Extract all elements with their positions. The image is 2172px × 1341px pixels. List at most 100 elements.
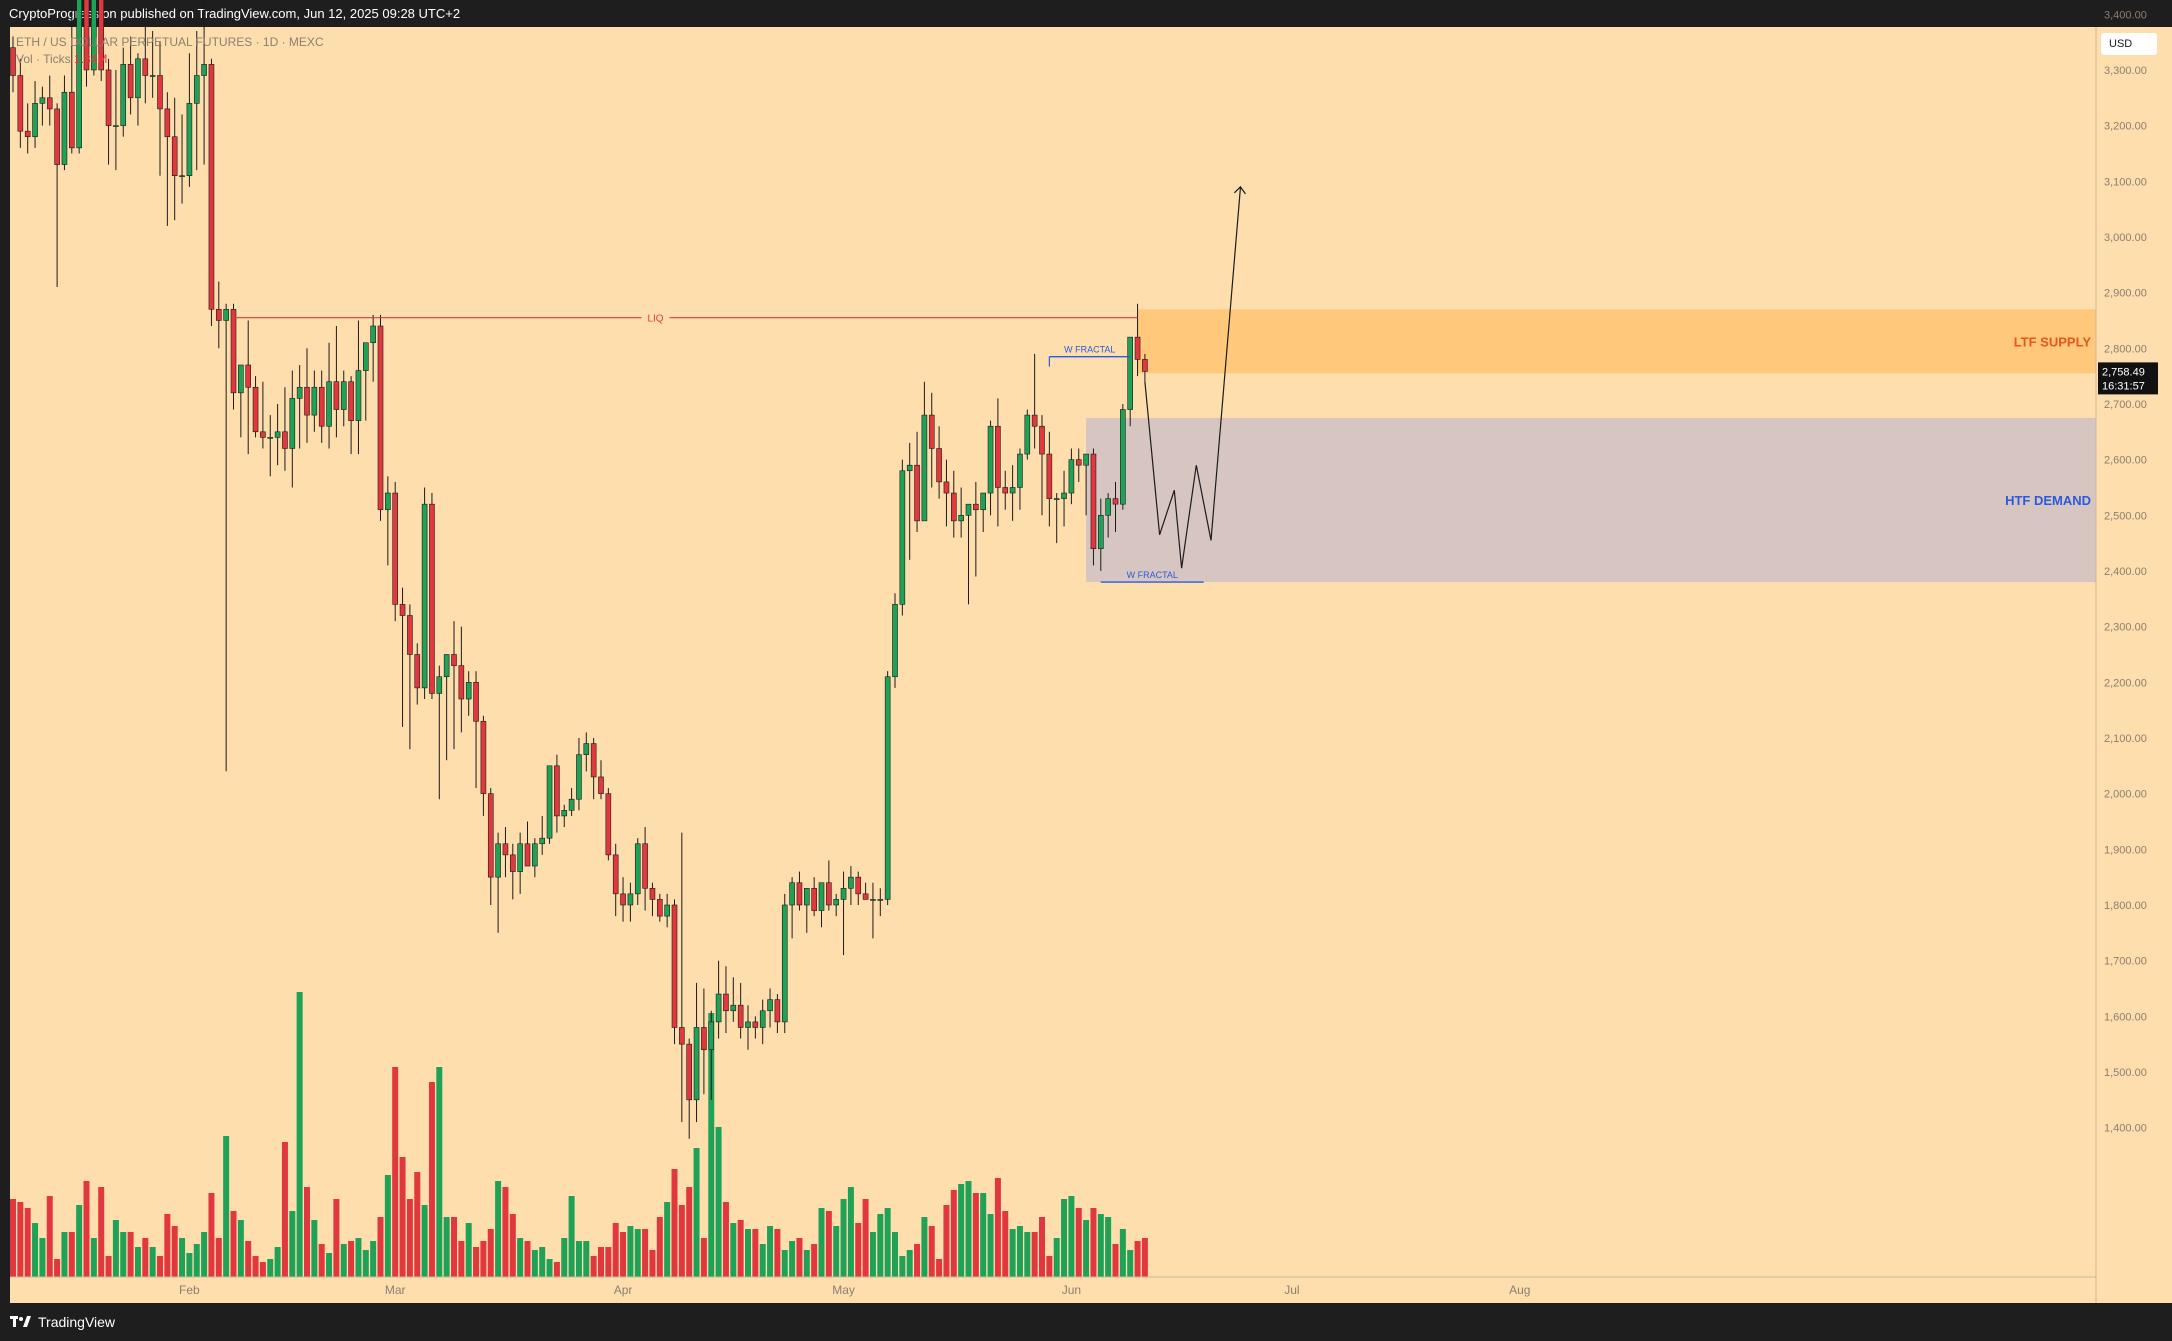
volume-bar <box>568 1196 575 1277</box>
volume-bar <box>1083 1220 1090 1277</box>
volume-bar <box>671 1169 678 1277</box>
volume-bar <box>1141 1238 1148 1277</box>
brand-name: TradingView <box>38 1314 116 1330</box>
volume-legend: Vol · Ticks 1.34M <box>16 51 324 68</box>
fractal-top-label: W FRACTAL <box>1064 345 1115 355</box>
candle-body <box>24 130 31 138</box>
volume-bar <box>487 1229 494 1277</box>
volume-bar <box>1075 1208 1082 1277</box>
candle-body <box>605 793 612 856</box>
x-tick-label: Jun <box>1062 1283 1081 1297</box>
candle-body <box>1061 492 1067 499</box>
candle-body <box>69 91 75 149</box>
candle-body <box>590 743 597 778</box>
candle-body <box>1031 414 1038 427</box>
candle-body <box>17 75 24 132</box>
volume-bar <box>223 1136 230 1277</box>
candle-body <box>230 309 237 394</box>
candle-body <box>906 464 913 472</box>
volume-bar <box>1119 1229 1126 1277</box>
candle-body <box>583 743 590 755</box>
candle-body <box>1039 425 1045 455</box>
candle-body <box>421 503 428 689</box>
volume-bar <box>355 1238 362 1277</box>
candle-body <box>701 1027 707 1051</box>
chart-area[interactable] <box>10 27 2096 1303</box>
volume-bar <box>745 1229 751 1277</box>
y-tick-label: 3,300.00 <box>2104 65 2147 77</box>
volume-bar <box>869 1232 876 1277</box>
candle-body <box>127 64 134 99</box>
candle-body <box>943 481 950 494</box>
volume-bar <box>237 1220 244 1277</box>
candle-body <box>399 604 406 616</box>
volume-bar <box>1016 1226 1023 1277</box>
candle-body <box>759 1010 766 1028</box>
candle-body <box>377 325 384 511</box>
candle-body <box>487 793 494 878</box>
last-price-label: 2,758.49 <box>2102 366 2145 378</box>
y-tick-label: 2,500.00 <box>2104 510 2147 522</box>
volume-bar <box>208 1193 215 1277</box>
volume-bar <box>179 1238 186 1277</box>
projection-path <box>1144 186 1242 569</box>
candle-body <box>135 58 141 99</box>
volume-bar <box>972 1193 979 1277</box>
volume-bar <box>201 1232 208 1277</box>
y-tick-label: 2,700.00 <box>2104 399 2147 411</box>
candle-body <box>803 887 810 906</box>
candle-body <box>274 431 281 438</box>
candle-body <box>223 309 229 321</box>
candle-body <box>186 103 193 177</box>
volume-bar <box>759 1244 766 1277</box>
candle-body <box>1083 453 1089 466</box>
currency-button[interactable]: USD <box>2101 33 2157 55</box>
volume-bar <box>495 1181 502 1277</box>
candle-body <box>46 97 53 110</box>
volume-bar <box>575 1241 582 1277</box>
volume-bar <box>936 1259 943 1277</box>
volume-bar <box>362 1250 369 1277</box>
volume-bar <box>796 1238 803 1277</box>
candle-body <box>546 765 553 839</box>
y-tick-label: 2,900.00 <box>2104 288 2147 300</box>
candle-body <box>1002 487 1009 494</box>
candle-body <box>568 798 575 811</box>
volume-bar <box>664 1202 671 1277</box>
candle-body <box>296 386 303 399</box>
volume-bar <box>958 1184 965 1277</box>
candle-body <box>928 414 935 449</box>
candle-body <box>1090 453 1097 550</box>
volume-bar <box>524 1241 531 1277</box>
y-tick-label: 1,700.00 <box>2104 956 2147 968</box>
volume-bar <box>708 1013 715 1277</box>
candle-body <box>348 381 354 421</box>
candle-body <box>1105 498 1111 516</box>
volume-bar <box>892 1232 898 1277</box>
volume-bar <box>605 1247 612 1277</box>
symbol-title[interactable]: ETH / US DOLLAR PERPETUAL FUTURES · 1D ·… <box>16 35 324 49</box>
volume-bar <box>531 1250 538 1277</box>
candle-body <box>480 720 487 794</box>
demand-zone <box>1086 417 2096 583</box>
volume-bar <box>899 1256 906 1277</box>
candle-body <box>532 843 538 867</box>
demand-zone-label: HTF DEMAND <box>2005 493 2091 508</box>
candle-body <box>208 64 215 310</box>
volume-bar <box>326 1253 333 1277</box>
y-tick-label: 1,800.00 <box>2104 900 2147 912</box>
volume-bar <box>443 1217 450 1277</box>
tradingview-brand[interactable]: TradingView <box>10 1314 115 1330</box>
volume-bar <box>509 1214 516 1277</box>
volume-bar <box>722 1202 729 1277</box>
volume-bar <box>61 1232 68 1277</box>
volume-bar <box>598 1247 604 1277</box>
candle-body <box>914 464 920 522</box>
volume-bar <box>1039 1217 1045 1277</box>
x-tick-label: Jul <box>1284 1283 1299 1297</box>
candle-body <box>289 398 296 449</box>
candle-body <box>355 370 362 421</box>
volume-bar <box>700 1238 707 1277</box>
volume-bar <box>737 1220 744 1277</box>
